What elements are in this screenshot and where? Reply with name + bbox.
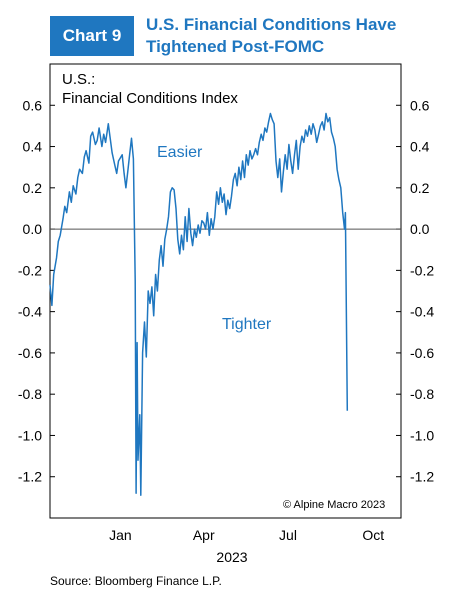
y-tick-label-left: -0.4 [18, 304, 42, 320]
y-tick-label-right: -0.4 [410, 304, 434, 320]
y-tick-label-left: 0.6 [23, 97, 43, 113]
tighter-annotation: Tighter [222, 316, 272, 333]
y-tick-label-right: -1.2 [410, 469, 434, 485]
x-tick-label: Jul [279, 527, 297, 543]
easier-annotation: Easier [157, 144, 203, 161]
x-axis-label: 2023 [216, 549, 247, 565]
y-tick-label-left: 0.2 [23, 180, 43, 196]
y-tick-label-right: 0.0 [410, 221, 430, 237]
y-axis-right: -1.2 -1.0 -0.8 -0.6 -0.4 -0.2 0.0 0.2 0.4 0.6 [396, 97, 434, 485]
chart-inner-subtitle: Financial Conditions Index [62, 90, 238, 107]
y-tick-label-right: 0.2 [410, 180, 430, 196]
y-tick-label-left: -1.0 [18, 427, 42, 443]
chart-title: U.S. Financial Conditions Have Tightened… [146, 14, 436, 58]
x-tick-label: Apr [193, 527, 215, 543]
chart-title-line-1: U.S. Financial Conditions Have [146, 15, 397, 34]
series-line-financial-conditions [49, 112, 349, 497]
source-note: Source: Bloomberg Finance L.P. [50, 574, 222, 588]
y-tick-label-left: -0.6 [18, 345, 42, 361]
y-tick-label-right: -0.2 [410, 262, 434, 278]
y-tick-label-right: -1.0 [410, 427, 434, 443]
y-tick-label-left: -0.2 [18, 262, 42, 278]
y-tick-label-right: -0.8 [410, 386, 434, 402]
y-tick-label-left: -1.2 [18, 469, 42, 485]
y-tick-label-right: 0.6 [410, 97, 430, 113]
y-tick-label-left: -0.8 [18, 386, 42, 402]
y-tick-label-left: 0.4 [23, 139, 43, 155]
chart-title-line-2: Tightened Post-FOMC [146, 37, 325, 56]
x-axis: Jan Apr Jul Oct [109, 527, 384, 543]
x-tick-label: Oct [362, 527, 384, 543]
y-tick-label-left: 0.0 [23, 221, 43, 237]
y-axis-left: -1.2 -1.0 -0.8 -0.6 -0.4 -0.2 0.0 0.2 0.4 0.6 [18, 97, 55, 485]
x-tick-label: Jan [109, 527, 132, 543]
chart-number-badge: Chart 9 [50, 16, 134, 56]
y-tick-label-right: 0.4 [410, 139, 430, 155]
plot-frame [49, 63, 402, 519]
y-tick-label-right: -0.6 [410, 345, 434, 361]
chart-inner-title: U.S.: [62, 71, 95, 88]
copyright-note: © Alpine Macro 2023 [283, 499, 385, 511]
